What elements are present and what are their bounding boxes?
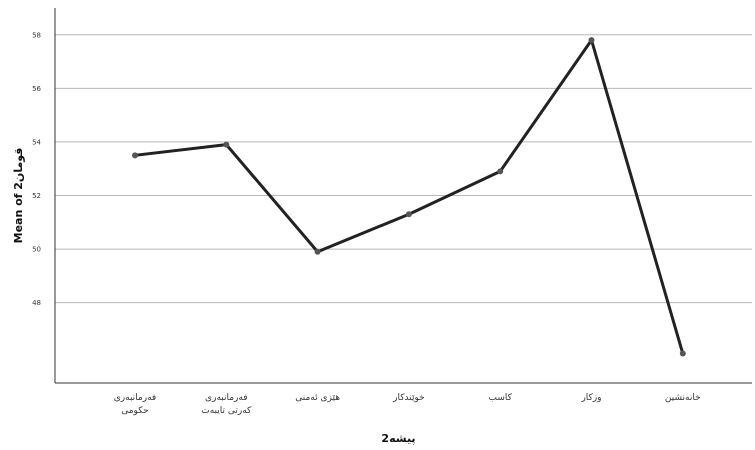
x-tick-label-line: هێزی ئەمنی	[295, 393, 340, 403]
y-tick-label: 52	[32, 192, 41, 200]
series-line	[134, 38, 685, 354]
x-tick-label: هێزی ئەمنی	[295, 393, 340, 403]
x-tick-label-line: خوێندکار	[392, 393, 425, 403]
axes	[54, 8, 752, 384]
y-tick-label: 56	[32, 85, 41, 93]
data-point	[588, 37, 595, 44]
x-tick-label: خانەنشین	[665, 393, 701, 403]
y-tick-labels: 48 50 52 54 56 58	[32, 31, 41, 307]
data-point	[497, 168, 504, 175]
data-point	[405, 211, 412, 218]
x-tick-label: خوێندکار	[392, 393, 425, 403]
x-tick-label: فەرمانبەری کەرتی تایبەت	[201, 393, 252, 416]
x-tick-label-line: فەرمانبەری	[205, 393, 247, 403]
y-axis-title: Mean of 2قومان	[12, 148, 25, 244]
data-point	[223, 141, 230, 148]
y-tick-label: 58	[32, 31, 41, 39]
x-tick-label: فەرمانبەری حکومی	[114, 393, 156, 416]
x-tick-labels: فەرمانبەری حکومی فەرمانبەری کەرتی تایبەت هێز…	[114, 393, 701, 416]
x-tick-label-line: فەرمانبەری	[114, 393, 156, 403]
data-point	[132, 152, 138, 159]
data-points	[132, 37, 686, 357]
x-tick-label-line: حکومی	[121, 406, 149, 416]
x-tick-label: کاسب	[488, 393, 512, 403]
gridlines	[55, 34, 752, 304]
x-tick-label-line: کەرتی تایبەت	[201, 406, 252, 416]
data-point	[314, 248, 321, 255]
x-tick-label-line: وزکار	[580, 393, 601, 403]
x-tick-label-line: کاسب	[488, 393, 512, 403]
x-tick-label-line: خانەنشین	[665, 393, 701, 403]
data-point	[679, 350, 686, 357]
y-tick-label: 50	[32, 246, 41, 254]
y-tick-label: 48	[32, 299, 41, 307]
y-tick-label: 54	[32, 138, 41, 146]
x-axis-title: پیشە2	[381, 432, 415, 445]
x-tick-label: وزکار	[580, 393, 601, 403]
